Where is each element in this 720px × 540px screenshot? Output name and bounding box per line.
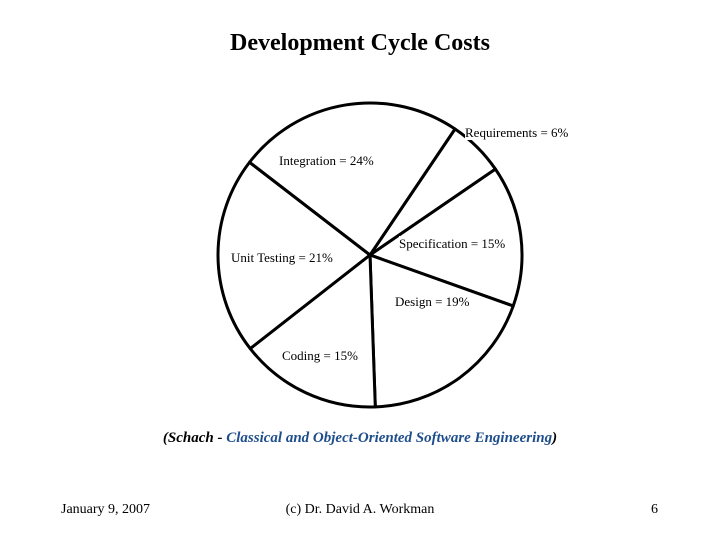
slice-label-integration: Integration = 24% (279, 153, 374, 168)
slice-label-requirements: Requirements = 6% (465, 125, 569, 140)
citation-author: Schach - (167, 430, 227, 446)
slice-label-unit-testing: Unit Testing = 21% (231, 250, 333, 265)
citation-book-title: Classical and Object-Oriented Software E… (226, 430, 553, 446)
pie-slice-coding (248, 253, 377, 409)
slice-label-coding: Coding = 15% (282, 348, 358, 363)
citation-close-paren: ) (552, 430, 558, 446)
slice-label-design: Design = 19% (395, 294, 470, 309)
citation: (Schach - Classical and Object-Oriented … (0, 430, 720, 447)
citation-open-paren: ( (162, 430, 168, 446)
chart-title: Development Cycle Costs (230, 30, 490, 56)
footer-page-number: 6 (651, 502, 658, 517)
pie-slice-integration (248, 101, 457, 257)
pie-slice-design (368, 253, 515, 409)
slice-label-specification: Specification = 15% (399, 236, 506, 251)
footer-date: January 9, 2007 (61, 502, 151, 517)
footer-author: (c) Dr. David A. Workman (285, 502, 435, 517)
